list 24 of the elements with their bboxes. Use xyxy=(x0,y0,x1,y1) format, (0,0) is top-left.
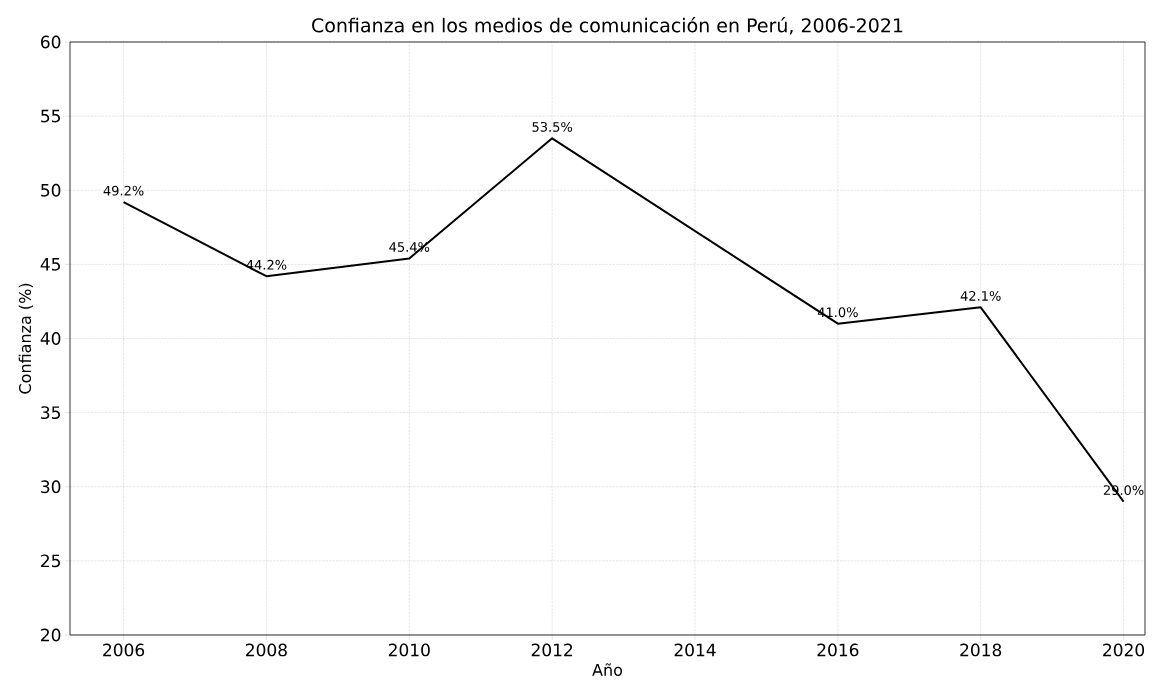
y-tick-label: 25 xyxy=(41,554,60,568)
y-tick-label: 50 xyxy=(41,183,61,197)
x-tick-label: 2018 xyxy=(960,643,1002,657)
x-tick-label: 2014 xyxy=(674,643,716,657)
data-label: 44.2% xyxy=(246,259,287,270)
y-tick-label: 45 xyxy=(40,258,60,271)
y-tick-label: 30 xyxy=(41,480,61,494)
y-tick-label: 60 xyxy=(41,35,61,49)
y-tick-label: 40 xyxy=(40,332,61,345)
data-label: 53.5% xyxy=(532,121,573,132)
y-axis-title: Confianza (%) xyxy=(18,283,33,394)
x-tick-label: 2020 xyxy=(1103,643,1145,657)
x-tick-label: 2006 xyxy=(103,643,145,657)
x-axis-title: Año xyxy=(592,663,623,676)
x-tick-label: 2012 xyxy=(531,643,573,657)
y-tick-label: 20 xyxy=(41,628,61,642)
y-tick-label: 35 xyxy=(41,406,60,420)
x-tick-label: 2008 xyxy=(246,643,287,657)
y-tick-label: 55 xyxy=(41,109,60,123)
x-tick-label: 2010 xyxy=(388,643,430,657)
data-label: 42.1% xyxy=(960,290,1001,301)
chart-title: Confianza en los medios de comunicación en Perú, 2006-2021 xyxy=(312,17,903,35)
x-tick-label: 2016 xyxy=(817,643,859,657)
data-label: 49.2% xyxy=(103,185,144,196)
